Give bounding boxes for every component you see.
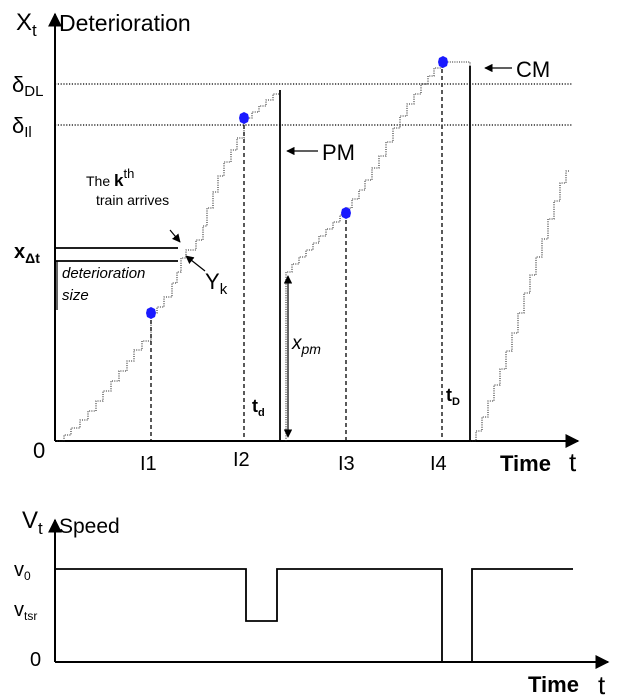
bottom-y-var: Vt — [22, 507, 43, 538]
yk-arrow — [185, 255, 206, 272]
inspection-4-marker — [438, 56, 448, 68]
bottom-origin-label: 0 — [30, 649, 41, 671]
bottom-x-var: t — [598, 670, 606, 700]
x-pm-label: xpm — [291, 333, 321, 357]
inspection-1-label: I1 — [140, 453, 157, 475]
inspection-4-label: I4 — [430, 453, 447, 475]
deterioration-size-line1: deterioration — [62, 265, 145, 282]
inspection-1-marker — [146, 307, 156, 319]
x-delta-t-label: xΔt — [14, 241, 40, 266]
inspection-3-label: I3 — [338, 453, 355, 475]
bottom-y-title: Speed — [59, 515, 120, 538]
kth-train-arrow — [169, 229, 181, 243]
deterioration-path-2 — [285, 61, 471, 441]
inspection-2-label: I2 — [233, 449, 250, 471]
top-y-title: Deterioration — [59, 10, 191, 36]
threshold-il-label: δIl — [12, 113, 32, 141]
top-x-var: t — [569, 447, 577, 477]
yk-label: Yk — [205, 269, 228, 298]
top-x-title: Time — [500, 451, 551, 476]
kth-train-label-line2: train arrives — [96, 192, 169, 208]
inspection-3-marker — [341, 207, 351, 219]
deterioration-path-1 — [57, 90, 281, 442]
bottom-x-title: Time — [528, 672, 579, 697]
v0-label: v0 — [14, 559, 31, 583]
cm-label: CM — [516, 57, 550, 82]
t-d-label: td — [252, 396, 265, 419]
deterioration-path-3 — [470, 170, 570, 442]
top-origin-label: 0 — [33, 438, 45, 463]
inspection-2-marker — [239, 112, 249, 124]
threshold-dl-label: δDL — [12, 72, 43, 100]
pm-label: PM — [322, 140, 355, 165]
kth-train-label-line1: The kth — [86, 166, 134, 190]
top-y-var: Xt — [16, 9, 37, 40]
vtsr-label: vtsr — [14, 599, 37, 623]
speed-profile-line — [55, 568, 573, 663]
t-D-label: tD — [446, 385, 460, 408]
deterioration-size-line2: size — [62, 287, 89, 304]
bottom-panel: Vt Speed v0 vtsr 0 Time t — [14, 507, 610, 700]
top-panel: Xt Deterioration 0 Time t δDL δIl xΔt de… — [12, 9, 580, 477]
